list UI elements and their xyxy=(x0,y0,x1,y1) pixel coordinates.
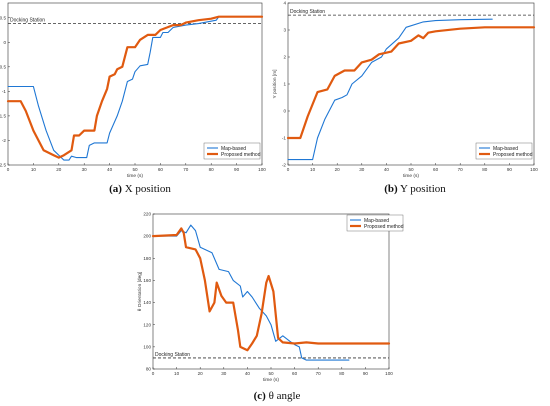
x-tick-label: 100 xyxy=(258,167,266,172)
x-tick-label: 60 xyxy=(292,371,298,376)
x-tick-label: 50 xyxy=(268,371,274,376)
plot-area xyxy=(152,213,390,370)
chart-panel-x-position: 0 10 20 30 40 50 60 70 80 90 100 0.5 0 -0.5 -1 -1.5 -2 -2… xyxy=(0,0,275,200)
x-tick-label: 90 xyxy=(507,167,513,172)
series-line-map-based xyxy=(287,18,493,161)
x-axis-label: time (s) xyxy=(403,173,419,179)
y-tick-label: 200 xyxy=(143,234,151,239)
y-axis-label: Y position [m] xyxy=(272,70,278,99)
x-axis-label: time (s) xyxy=(263,377,279,383)
docking-station-label: Docking Station xyxy=(155,352,190,358)
y-tick-label: -2 xyxy=(2,138,7,143)
x-tick-label: 20 xyxy=(198,371,204,376)
legend-entry: Proposed method xyxy=(221,152,261,158)
y-tick-label: 3 xyxy=(283,28,286,33)
caption-text: θ angle xyxy=(268,390,301,402)
x-axis-label: time (s) xyxy=(127,173,143,179)
x-tick-label: 60 xyxy=(433,167,439,172)
plot-area xyxy=(287,2,535,166)
x-tick-label: 50 xyxy=(132,167,138,172)
y-tick-label: 0 xyxy=(283,109,286,114)
legend-entry: Proposed method xyxy=(493,152,533,158)
docking-station-label: Docking Station xyxy=(10,18,45,24)
x-tick-label: 10 xyxy=(31,167,37,172)
y-tick-label: 220 xyxy=(143,212,151,217)
series-line-proposed-method xyxy=(151,227,391,352)
x-tick-label: 60 xyxy=(158,167,164,172)
y-tick-label: 140 xyxy=(143,300,151,305)
caption-y-position: (b) Y position xyxy=(384,183,446,195)
series-line-proposed-method xyxy=(286,26,536,140)
x-tick-label: 80 xyxy=(209,167,215,172)
y-tick-label: -2.5 xyxy=(0,163,6,168)
y-tick-label: -1.5 xyxy=(0,114,6,119)
y-tick-label: 0 xyxy=(3,40,6,45)
x-tick-label: 80 xyxy=(482,167,488,172)
y-tick-label: 120 xyxy=(143,322,151,327)
series-line-map-based xyxy=(7,16,263,161)
y-tick-label: 1 xyxy=(283,82,286,87)
x-tick-label: 40 xyxy=(245,371,251,376)
legend-entry: Proposed method xyxy=(364,224,404,230)
chart-panel-y-position: 0 10 20 30 40 50 60 70 80 90 100 4 3 2 1 0 -1 -2 time (s) Y… xyxy=(272,0,550,200)
docking-station-label: Docking Station xyxy=(290,9,325,15)
x-tick-label: 30 xyxy=(359,167,365,172)
y-tick-label: -2 xyxy=(282,163,287,168)
chart-panel-theta-angle: 0 10 20 30 40 50 60 70 80 90 100 220 200 180 160 140 120… xyxy=(135,205,415,405)
x-tick-label: 90 xyxy=(234,167,240,172)
y-tick-label: 80 xyxy=(146,367,152,372)
y-tick-label: -0.5 xyxy=(0,64,6,69)
x-tick-label: 40 xyxy=(107,167,113,172)
y-tick-label: 100 xyxy=(143,344,151,349)
caption-text: Y position xyxy=(400,183,446,195)
x-tick-label: 80 xyxy=(339,371,345,376)
x-tick-label: 40 xyxy=(384,167,390,172)
x-position-chart: 0 10 20 30 40 50 60 70 80 90 100 0.5 0 -0.5 -1 -1.5 -2 -2… xyxy=(0,2,266,179)
y-tick-label: -1 xyxy=(2,89,7,94)
caption-x-position: (a) X position xyxy=(109,183,171,195)
x-tick-label: 70 xyxy=(316,371,322,376)
x-tick-label: 30 xyxy=(82,167,88,172)
legend-entry: Map-based xyxy=(493,146,518,152)
x-tick-label: 0 xyxy=(7,167,10,172)
y-axis-label: θ Orientation [deg] xyxy=(137,272,143,311)
x-tick-label: 50 xyxy=(408,167,414,172)
caption-letter: (c) xyxy=(253,390,266,402)
y-tick-label: 180 xyxy=(143,256,151,261)
x-tick-label: 0 xyxy=(152,371,155,376)
y-tick-label: 4 xyxy=(283,1,286,6)
x-tick-label: 20 xyxy=(335,167,341,172)
series-line-proposed-method xyxy=(6,15,264,159)
x-tick-label: 90 xyxy=(363,371,369,376)
x-tick-label: 70 xyxy=(458,167,464,172)
legend-entry: Map-based xyxy=(364,218,389,224)
x-tick-label: 10 xyxy=(310,167,316,172)
plot-area xyxy=(7,2,263,166)
legend-entry: Map-based xyxy=(221,146,246,152)
caption-letter: (a) xyxy=(109,183,122,195)
x-tick-label: 100 xyxy=(385,371,393,376)
caption-theta-angle: (c) θ angle xyxy=(254,390,301,402)
caption-letter: (b) xyxy=(384,183,398,195)
series-line-map-based xyxy=(152,224,350,361)
x-tick-label: 100 xyxy=(530,167,538,172)
x-tick-label: 0 xyxy=(287,167,290,172)
x-tick-label: 20 xyxy=(56,167,62,172)
x-tick-label: 30 xyxy=(221,371,227,376)
caption-text: X position xyxy=(124,183,171,195)
y-tick-label: 160 xyxy=(143,278,151,283)
x-tick-label: 10 xyxy=(174,371,180,376)
theta-angle-chart: 0 10 20 30 40 50 60 70 80 90 100 220 200 180 160 140 120… xyxy=(137,212,404,383)
y-tick-label: -1 xyxy=(282,136,287,141)
y-tick-label: 2 xyxy=(283,55,286,60)
x-tick-label: 70 xyxy=(183,167,189,172)
y-tick-label: 0.5 xyxy=(0,15,6,20)
